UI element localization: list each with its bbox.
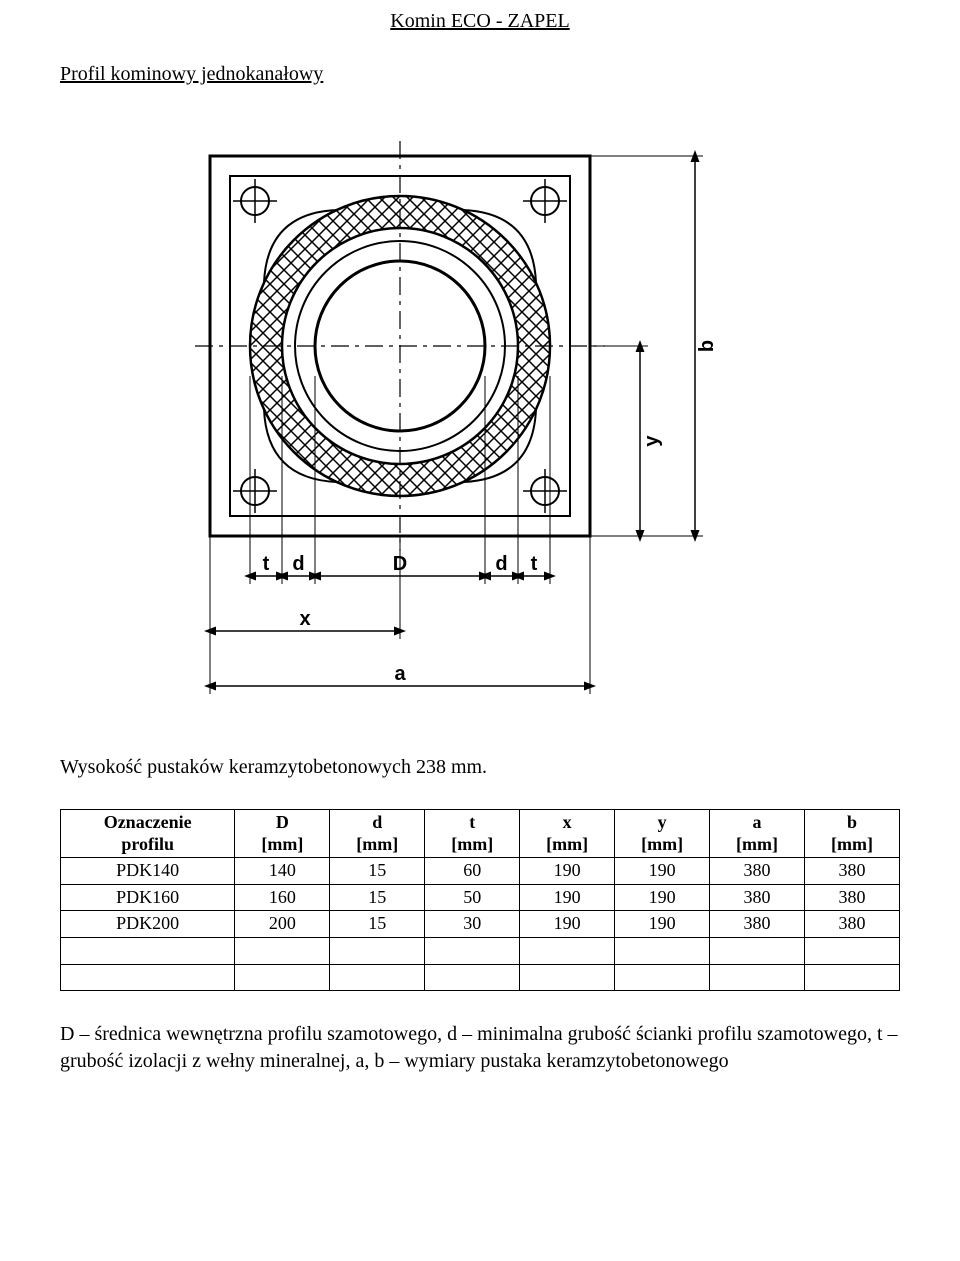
table-cell: 190: [520, 884, 615, 911]
table-cell: 380: [805, 911, 900, 938]
dimensions-table: OznaczenieprofiluD[mm]d[mm]t[mm]x[mm]y[m…: [60, 809, 900, 991]
table-cell: [61, 964, 235, 991]
table-cell: [520, 937, 615, 964]
table-cell: [805, 964, 900, 991]
table-cell: [520, 964, 615, 991]
svg-text:d: d: [495, 553, 507, 575]
table-cell: [235, 937, 330, 964]
svg-text:a: a: [394, 663, 406, 685]
table-cell: PDK200: [61, 911, 235, 938]
table-cell: 200: [235, 911, 330, 938]
svg-text:D: D: [393, 553, 407, 575]
table-row-blank: [61, 937, 900, 964]
table-column-header: y[mm]: [615, 810, 710, 858]
table-cell: [805, 937, 900, 964]
svg-text:x: x: [299, 608, 310, 630]
svg-text:d: d: [292, 553, 304, 575]
diagram-container: tdDdtxayb: [60, 116, 900, 716]
table-cell: 190: [520, 858, 615, 885]
table-cell: 190: [615, 858, 710, 885]
table-column-header: D[mm]: [235, 810, 330, 858]
svg-text:t: t: [263, 553, 270, 575]
table-column-header: b[mm]: [805, 810, 900, 858]
table-row: PDK2002001530190190380380: [61, 911, 900, 938]
table-cell: 60: [425, 858, 520, 885]
table-cell: [235, 964, 330, 991]
table-body: PDK1401401560190190380380PDK160160155019…: [61, 858, 900, 991]
section-title: Profil kominowy jednokanałowy: [60, 63, 900, 86]
table-cell: 160: [235, 884, 330, 911]
table-column-header: t[mm]: [425, 810, 520, 858]
svg-text:y: y: [641, 435, 663, 447]
table-cell: 30: [425, 911, 520, 938]
table-cell: PDK160: [61, 884, 235, 911]
page-header: Komin ECO - ZAPEL: [60, 10, 900, 33]
table-cell: [425, 964, 520, 991]
table-cell: 15: [330, 911, 425, 938]
table-cell: 380: [710, 858, 805, 885]
svg-text:b: b: [696, 340, 718, 352]
table-column-header: d[mm]: [330, 810, 425, 858]
table-cell: 15: [330, 884, 425, 911]
table-cell: [615, 937, 710, 964]
table-cell: 140: [235, 858, 330, 885]
table-cell: 380: [805, 858, 900, 885]
table-column-header: Oznaczenieprofilu: [61, 810, 235, 858]
table-cell: PDK140: [61, 858, 235, 885]
table-cell: [710, 964, 805, 991]
table-cell: 190: [520, 911, 615, 938]
table-cell: [330, 937, 425, 964]
table-cell: 380: [710, 911, 805, 938]
table-cell: 50: [425, 884, 520, 911]
table-row: PDK1601601550190190380380: [61, 884, 900, 911]
table-cell: 15: [330, 858, 425, 885]
table-cell: 190: [615, 911, 710, 938]
table-row: PDK1401401560190190380380: [61, 858, 900, 885]
table-column-header: a[mm]: [710, 810, 805, 858]
technical-drawing: tdDdtxayb: [130, 116, 830, 716]
table-cell: [710, 937, 805, 964]
table-cell: 190: [615, 884, 710, 911]
table-row-blank: [61, 964, 900, 991]
svg-text:t: t: [531, 553, 538, 575]
table-header-row: OznaczenieprofiluD[mm]d[mm]t[mm]x[mm]y[m…: [61, 810, 900, 858]
table-column-header: x[mm]: [520, 810, 615, 858]
table-cell: 380: [710, 884, 805, 911]
table-cell: [615, 964, 710, 991]
table-cell: [330, 964, 425, 991]
table-cell: [425, 937, 520, 964]
legend-text: D – średnica wewnętrzna profilu szamotow…: [60, 1021, 900, 1075]
table-cell: [61, 937, 235, 964]
table-cell: 380: [805, 884, 900, 911]
figure-caption: Wysokość pustaków keramzytobetonowych 23…: [60, 756, 900, 779]
